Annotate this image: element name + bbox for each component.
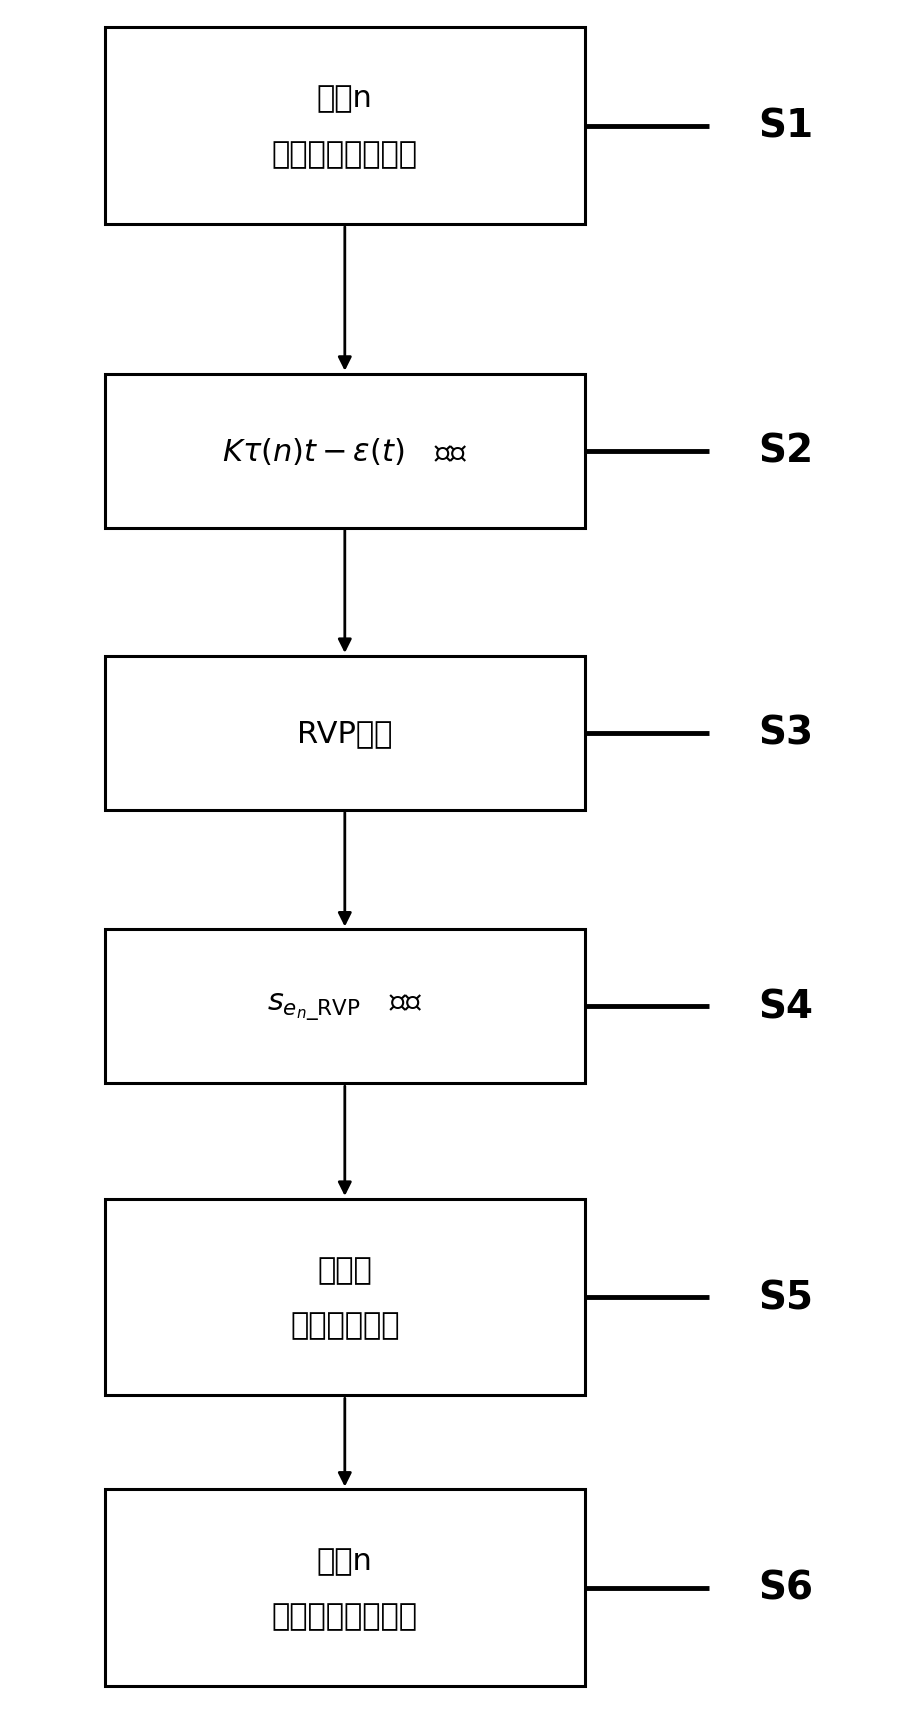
Text: S6: S6	[758, 1570, 813, 1608]
Text: S5: S5	[758, 1278, 813, 1316]
Text: 观测场景回波采集: 观测场景回波采集	[272, 140, 418, 169]
FancyBboxPatch shape	[105, 1199, 584, 1396]
Text: S3: S3	[758, 715, 813, 753]
Text: $K\tau(n)t-\varepsilon(t)$   校正: $K\tau(n)t-\varepsilon(t)$ 校正	[222, 436, 467, 467]
Text: S2: S2	[758, 432, 813, 470]
FancyBboxPatch shape	[105, 1490, 584, 1687]
Text: 幅相误差校正完成: 幅相误差校正完成	[272, 1601, 418, 1630]
Text: 通道n: 通道n	[317, 1546, 373, 1575]
Text: $s_{e_n\_\mathrm{RVP}}$   校正: $s_{e_n\_\mathrm{RVP}}$ 校正	[267, 991, 422, 1022]
Text: S1: S1	[758, 107, 813, 145]
FancyBboxPatch shape	[105, 656, 584, 810]
FancyBboxPatch shape	[105, 28, 584, 226]
Text: 通道n: 通道n	[317, 84, 373, 114]
FancyBboxPatch shape	[105, 374, 584, 529]
Text: RVP滤波: RVP滤波	[297, 718, 392, 748]
FancyBboxPatch shape	[105, 930, 584, 1084]
Text: S4: S4	[758, 987, 813, 1025]
Text: 幅相误差校正: 幅相误差校正	[290, 1311, 399, 1339]
Text: 多通道: 多通道	[318, 1256, 372, 1284]
